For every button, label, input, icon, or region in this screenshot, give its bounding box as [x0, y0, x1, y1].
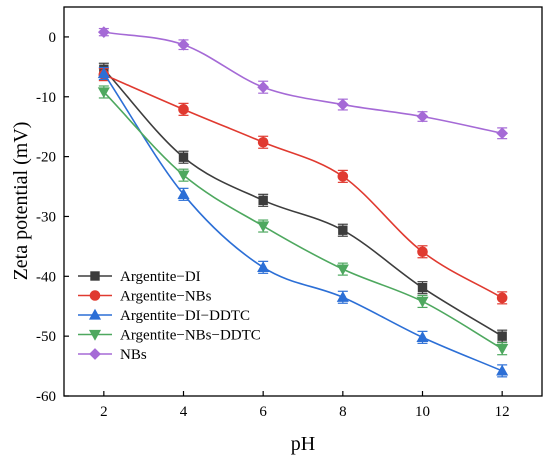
- series-line: [103, 68, 503, 337]
- legend-item: NBs: [78, 347, 147, 363]
- y-tick-label: -40: [36, 269, 56, 285]
- series-3: [97, 66, 509, 378]
- data-point: [336, 264, 349, 276]
- y-tick-label: -50: [36, 329, 56, 345]
- data-point: [177, 170, 190, 182]
- data-point: [177, 38, 190, 51]
- x-tick-label: 4: [180, 404, 188, 420]
- legend-item: Argentite−NBs: [78, 289, 212, 305]
- series-layer: [97, 26, 509, 378]
- plot-frame: [63, 6, 543, 397]
- data-point: [336, 291, 349, 302]
- data-point: [416, 331, 429, 343]
- series-line: [103, 72, 503, 372]
- legend-label: Argentite−NBs−DDTC: [120, 328, 261, 344]
- data-point: [496, 344, 509, 355]
- y-tick-label: -10: [36, 90, 56, 106]
- data-point: [496, 292, 508, 304]
- data-point: [177, 188, 190, 199]
- legend-label: Argentite−DI: [120, 269, 201, 285]
- y-axis-title: Zeta potential (mV): [10, 122, 32, 281]
- data-point: [497, 331, 507, 341]
- series-line: [103, 91, 503, 350]
- y-tick-label: -60: [36, 389, 56, 405]
- y-tick-label: -20: [36, 150, 56, 166]
- data-point: [178, 152, 189, 162]
- legend: Argentite−DI Argentite−NBs Argentite−DI−DD…: [78, 269, 261, 363]
- legend-item: Argentite−DI−DDTC: [78, 308, 250, 324]
- data-point: [97, 67, 110, 79]
- data-point: [336, 98, 349, 111]
- data-point: [338, 225, 348, 235]
- x-tick-label: 6: [259, 404, 267, 420]
- legend-marker: [89, 348, 101, 360]
- x-axis-title: pH: [291, 433, 315, 455]
- data-point: [257, 221, 270, 233]
- data-point: [417, 246, 428, 258]
- data-point: [417, 282, 428, 293]
- data-point: [416, 296, 429, 308]
- data-point: [258, 195, 268, 206]
- legend-marker: [88, 308, 102, 320]
- data-point: [257, 81, 270, 94]
- legend-marker: [89, 290, 101, 301]
- legend-label: NBs: [120, 347, 147, 363]
- data-point: [97, 87, 110, 99]
- data-point: [496, 127, 509, 140]
- data-point: [337, 171, 349, 182]
- axis-ticks: 2 4 6 8 10 12 0 -10 -20 -30 -40 -50 -60: [36, 30, 510, 420]
- series-4: [97, 85, 509, 356]
- data-point: [257, 136, 269, 148]
- legend-marker: [88, 329, 102, 341]
- data-point: [178, 104, 189, 115]
- legend-marker: [90, 271, 100, 281]
- data-point: [416, 110, 429, 123]
- x-tick-label: 2: [100, 404, 108, 420]
- series-line: [103, 31, 503, 135]
- x-tick-label: 8: [339, 404, 347, 420]
- x-tick-label: 12: [495, 404, 510, 420]
- legend-label: Argentite−NBs: [120, 289, 212, 305]
- data-point: [97, 26, 110, 39]
- y-tick-label: -30: [36, 209, 56, 225]
- x-tick-label: 10: [415, 404, 430, 420]
- series-line: [103, 73, 503, 299]
- legend-item: Argentite−DI: [78, 269, 201, 285]
- data-point: [257, 261, 270, 272]
- legend-item: Argentite−NBs−DDTC: [78, 328, 261, 344]
- data-point: [496, 364, 509, 376]
- y-tick-label: 0: [49, 30, 57, 46]
- legend-label: Argentite−DI−DDTC: [120, 308, 250, 324]
- series-5: [97, 26, 509, 140]
